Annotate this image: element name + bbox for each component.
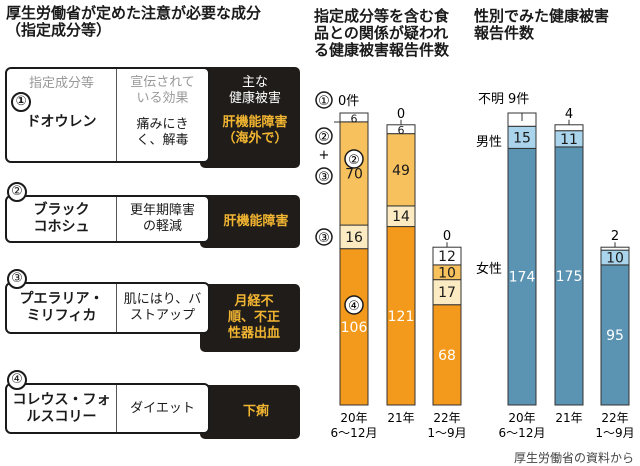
- bar-segment: [386, 133, 416, 207]
- legend-circle: [344, 149, 364, 169]
- data-label: 174: [509, 270, 536, 286]
- claimed-effect: 更年期障害の軽減: [129, 203, 195, 234]
- top-label: 0: [397, 107, 405, 122]
- chart2-title: 性別でみた健康被害報告件数: [474, 7, 610, 42]
- top-label: 2: [611, 229, 619, 244]
- data-label: 175: [556, 269, 583, 285]
- legend-circle: [315, 91, 333, 109]
- x-tick-label: 22年: [601, 411, 628, 425]
- legend-circle: [344, 295, 364, 315]
- in-bar-legend: ④: [348, 299, 360, 314]
- health-harm: 肝機能障害（海外で）: [222, 115, 288, 146]
- ingredient-name: コレウス・フォルスコリー: [7, 385, 117, 432]
- x-tick-label: 6～12月: [331, 426, 378, 440]
- legend-two: ②: [318, 130, 330, 145]
- legend-female: 女性: [476, 261, 502, 277]
- data-label: 68: [438, 348, 456, 364]
- ingredient-row: ② ブラックコホシュ 更年期障害の軽減 肝機能障害: [5, 182, 300, 248]
- legend-unknown: 不明: [478, 92, 504, 107]
- ingredient-row: 指定成分等 ① ドオウレン 宣伝されている効果 痛みにきく、解毒 主な 健康被害…: [5, 67, 300, 168]
- left-title: 厚生労働省が定めた注意が必要な成分 （指定成分等）: [6, 5, 261, 39]
- bar-segment: [554, 124, 584, 132]
- legend-zero: 0件: [338, 94, 359, 109]
- legend-three-b: ③: [318, 231, 330, 246]
- x-tick-label: 20年: [340, 411, 367, 425]
- title-line: （指定成分等）: [6, 21, 112, 39]
- x-tick-label: 21年: [387, 411, 414, 425]
- header-harm: 主な: [241, 75, 268, 90]
- top-label: 4: [565, 107, 573, 122]
- data-label: 11: [560, 132, 578, 148]
- chart1-title: 指定成分等を含む食品との関係が疑われる健康被害報告件数: [314, 7, 450, 59]
- data-label: 6: [351, 112, 358, 125]
- bar-segment: [507, 147, 537, 406]
- number-badge: ②: [7, 182, 27, 202]
- data-label: 6: [398, 124, 405, 137]
- data-label: 14: [392, 209, 410, 225]
- ingredient-name: ドオウレン: [26, 114, 97, 130]
- data-label: 49: [392, 163, 410, 179]
- bar-segment: [339, 121, 369, 226]
- legend-one: ①: [318, 94, 330, 109]
- x-tick-label: 22年: [433, 411, 460, 425]
- title-line: 厚生労働省が定めた注意が必要な成分: [6, 4, 262, 22]
- in-bar-legend: ②: [348, 153, 360, 168]
- chart1-legend: ① 0件 ② + ③ ③: [315, 91, 359, 246]
- claimed-effect: 肌にはり、バストアップ: [123, 292, 202, 323]
- number-badge: ①: [11, 92, 31, 112]
- health-harm: 肝機能障害: [200, 195, 300, 248]
- legend-plus: +: [319, 148, 330, 163]
- data-label: 95: [606, 328, 624, 344]
- source-note: 厚生労働省の資料から: [513, 451, 634, 465]
- data-label: 16: [345, 230, 363, 246]
- x-tick-label: 6～12月: [499, 426, 546, 440]
- data-label: 106: [341, 320, 368, 336]
- data-label: 17: [438, 285, 456, 301]
- x-tick-label: 20年: [508, 411, 535, 425]
- ingredient-row: ③ プエラリア・ミリフィカ 肌にはり、バストアップ 月経不順、不正性器出血: [5, 269, 300, 352]
- data-label: 10: [606, 251, 624, 267]
- claimed-effect: ダイエット: [130, 400, 195, 416]
- number-badge: ④: [7, 370, 27, 390]
- x-tick-label: 21年: [555, 411, 582, 425]
- header-effect: 宣伝されている効果: [130, 75, 195, 106]
- data-label: 15: [513, 130, 531, 146]
- health-harm: 月経不順、不正性器出血: [200, 284, 300, 352]
- x-tick-label: 1～9月: [427, 426, 466, 440]
- claimed-effect: 痛みにきく、解毒: [136, 117, 189, 148]
- number-badge: ③: [7, 269, 27, 289]
- bar-segment: [432, 304, 462, 406]
- chart2-legend: 不明 9件 男性 女性: [476, 92, 529, 277]
- bar-segment: [339, 248, 369, 406]
- data-label: 121: [388, 309, 415, 325]
- data-label: 10: [438, 265, 456, 281]
- health-harm: 下痢: [200, 385, 300, 439]
- header-ingredient: 指定成分等: [28, 76, 94, 91]
- x-tick-label: 1～9月: [595, 426, 634, 440]
- bar-segment: [432, 279, 462, 306]
- ingredient-name: ブラックコホシュ: [7, 197, 117, 241]
- legend-male: 男性: [476, 135, 502, 150]
- legend-three: ③: [318, 170, 330, 185]
- header-harm: 健康被害: [228, 91, 281, 106]
- top-label: 0: [443, 229, 451, 244]
- ingredient-row: ④ コレウス・フォルスコリー ダイエット 下痢: [5, 370, 300, 439]
- data-label: 12: [438, 249, 456, 265]
- ingredient-name: プエラリア・ミリフィカ: [7, 284, 117, 332]
- data-label: 70: [345, 166, 363, 182]
- bar-segment: [339, 112, 369, 123]
- legend-unknown-count: 9件: [508, 92, 529, 107]
- bar-segment: [600, 246, 630, 251]
